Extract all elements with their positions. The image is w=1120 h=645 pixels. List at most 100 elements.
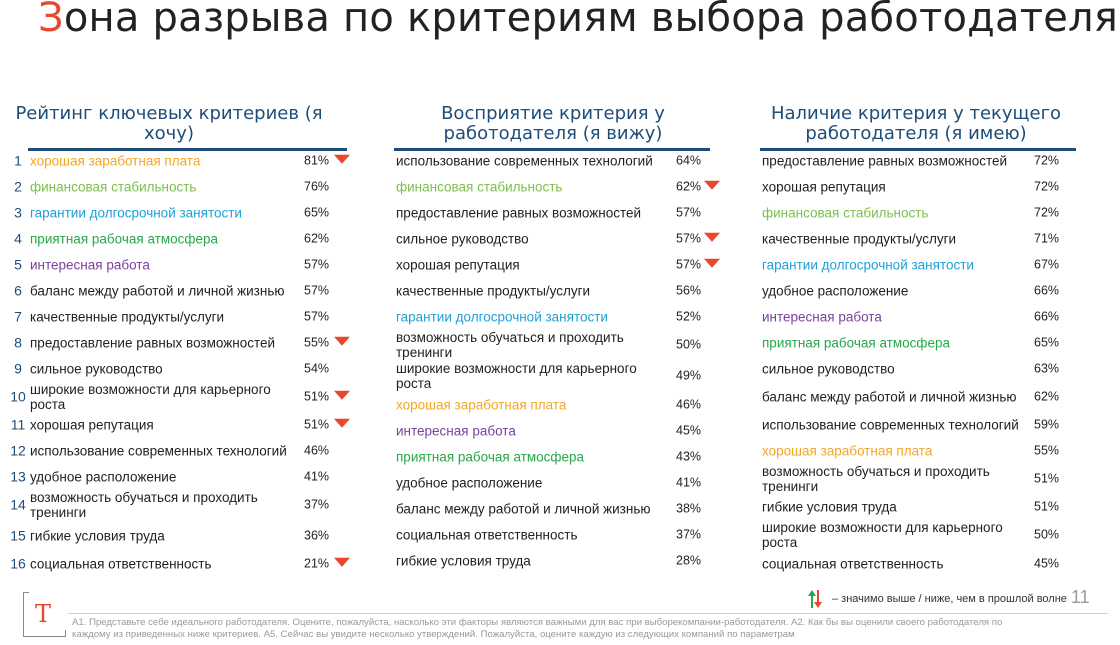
criterion-percent: 52%	[676, 309, 702, 324]
criterion-label: хорошая заработная плата	[762, 443, 933, 459]
criterion-label: хорошая репутация	[396, 257, 520, 273]
criterion-row: 5 интересная работа 57%	[8, 252, 354, 278]
criterion-row: 4 приятная рабочая атмосфера 62%	[8, 226, 354, 252]
decrease-arrow-icon	[334, 390, 350, 400]
criterion-percent: 54%	[304, 361, 330, 376]
criterion-label: интересная работа	[30, 257, 150, 273]
criterion-label: баланс между работой и личной жизнью	[30, 283, 285, 299]
criterion-label: удобное расположение	[762, 283, 909, 299]
criterion-label: сильное руководство	[396, 231, 529, 247]
page-number: 11	[1071, 587, 1090, 607]
criterion-row: удобное расположение 41%	[396, 470, 724, 496]
criterion-row: 1 хорошая заработная плата 81%	[8, 148, 354, 174]
decrease-arrow-icon	[334, 336, 350, 346]
rank-number: 14	[10, 496, 26, 513]
criterion-row: удобное расположение 66%	[762, 278, 1082, 304]
criterion-row: финансовая стабильность 72%	[762, 200, 1082, 226]
criterion-label: социальная ответственность	[30, 556, 212, 572]
criterion-row: 15 гибкие условия труда 36%	[8, 523, 354, 549]
criterion-row: сильное руководство 63%	[762, 356, 1082, 382]
criterion-row: хорошая репутация 57%	[396, 252, 724, 278]
criterion-label: гарантии долгосрочной занятости	[396, 309, 608, 325]
criterion-row: 16 социальная ответственность 21%	[8, 551, 354, 577]
criterion-row: 7 качественные продукты/услуги 57%	[8, 304, 354, 330]
criterion-percent: 63%	[1034, 361, 1060, 376]
criterion-row: баланс между работой и личной жизнью 38%	[396, 496, 724, 522]
footer-divider	[68, 613, 1108, 614]
criterion-row: интересная работа 45%	[396, 418, 724, 444]
criterion-label: хорошая репутация	[30, 417, 154, 433]
criterion-row: использование современных технологий 59%	[762, 412, 1082, 438]
criterion-percent: 65%	[1034, 335, 1060, 350]
criterion-row: широкие возможности для карьерного роста…	[762, 520, 1082, 550]
criterion-percent: 71%	[1034, 231, 1060, 246]
criterion-row: сильное руководство 57%	[396, 226, 724, 252]
criterion-percent: 57%	[676, 257, 702, 272]
criterion-row: предоставление равных возможностей 57%	[396, 200, 724, 226]
criterion-percent: 62%	[304, 231, 330, 246]
decrease-arrow-icon	[334, 154, 350, 164]
criterion-percent: 41%	[304, 469, 330, 484]
criterion-row: 9 сильное руководство 54%	[8, 356, 354, 382]
criterion-label: приятная рабочая атмосфера	[396, 449, 585, 465]
criterion-percent: 43%	[676, 449, 702, 464]
criterion-label: возможность обучаться и проходить тренин…	[396, 330, 624, 360]
criterion-percent: 57%	[676, 231, 702, 246]
criterion-percent: 49%	[676, 368, 702, 383]
criterion-percent: 55%	[304, 335, 330, 350]
criterion-row: 10 широкие возможности для карьерного рос…	[8, 382, 354, 412]
criterion-percent: 57%	[304, 257, 330, 272]
criterion-percent: 59%	[1034, 417, 1060, 432]
rank-number: 12	[10, 442, 26, 459]
criterion-row: 2 финансовая стабильность 76%	[8, 174, 354, 200]
criterion-row: возможность обучаться и проходить тренин…	[762, 464, 1082, 494]
criterion-row: предоставление равных возможностей 72%	[762, 148, 1082, 174]
criterion-row: 12 использование современных технологий 46…	[8, 438, 354, 464]
column-divider-see	[394, 148, 710, 151]
criterion-row: социальная ответственность 45%	[762, 551, 1082, 577]
criterion-row: 14 возможность обучаться и проходить трен…	[8, 490, 354, 520]
criterion-label: хорошая заработная плата	[30, 153, 201, 169]
criterion-label: качественные продукты/услуги	[762, 231, 957, 247]
company-logo: T	[23, 592, 66, 637]
criterion-label: широкие возможности для карьерного роста	[762, 520, 1003, 550]
legend-text: – значимо выше / ниже, чем в прошлой вол…	[832, 593, 1067, 605]
criterion-label: использование современных технологий	[762, 417, 1019, 433]
rank-number: 8	[14, 334, 22, 351]
rank-number: 5	[14, 256, 22, 273]
criterion-percent: 36%	[304, 528, 330, 543]
criterion-row: баланс между работой и личной жизнью 62%	[762, 384, 1082, 410]
rank-number: 10	[10, 388, 26, 405]
criterion-label: приятная рабочая атмосфера	[762, 335, 951, 351]
criterion-percent: 46%	[676, 397, 702, 412]
criterion-label: хорошая репутация	[762, 179, 886, 195]
criterion-label: возможность обучаться и проходить тренин…	[762, 464, 990, 494]
logo-letter: T	[35, 600, 52, 628]
criterion-percent: 21%	[304, 556, 330, 571]
criterion-percent: 56%	[676, 283, 702, 298]
criterion-label: гибкие условия труда	[396, 553, 531, 569]
criterion-row: интересная работа 66%	[762, 304, 1082, 330]
criterion-row: широкие возможности для карьерного роста…	[396, 361, 724, 391]
criterion-percent: 50%	[676, 337, 702, 352]
criterion-label: удобное расположение	[30, 469, 177, 485]
criterion-row: гибкие условия труда 28%	[396, 548, 724, 574]
criterion-percent: 45%	[676, 423, 702, 438]
title-first-letter: З	[38, 0, 64, 41]
criterion-row: 6 баланс между работой и личной жизнью 57%	[8, 278, 354, 304]
criterion-row: гибкие условия труда 51%	[762, 494, 1082, 520]
decrease-arrow-icon	[334, 557, 350, 567]
criterion-percent: 51%	[1034, 499, 1060, 514]
criterion-row: 8 предоставление равных возможностей 55%	[8, 330, 354, 356]
decrease-arrow-icon	[704, 258, 720, 268]
criterion-percent: 72%	[1034, 153, 1060, 168]
criterion-row: использование современных технологий 64%	[396, 148, 724, 174]
title-rest: она разрыва по критериям выбора работода…	[63, 0, 1119, 41]
criterion-label: гибкие условия труда	[762, 499, 897, 515]
criterion-percent: 72%	[1034, 179, 1060, 194]
criterion-label: интересная работа	[762, 309, 882, 325]
criterion-row: 3 гарантии долгосрочной занятости 65%	[8, 200, 354, 226]
criterion-row: хорошая заработная плата 55%	[762, 438, 1082, 464]
criterion-percent: 72%	[1034, 205, 1060, 220]
criterion-percent: 62%	[676, 179, 702, 194]
